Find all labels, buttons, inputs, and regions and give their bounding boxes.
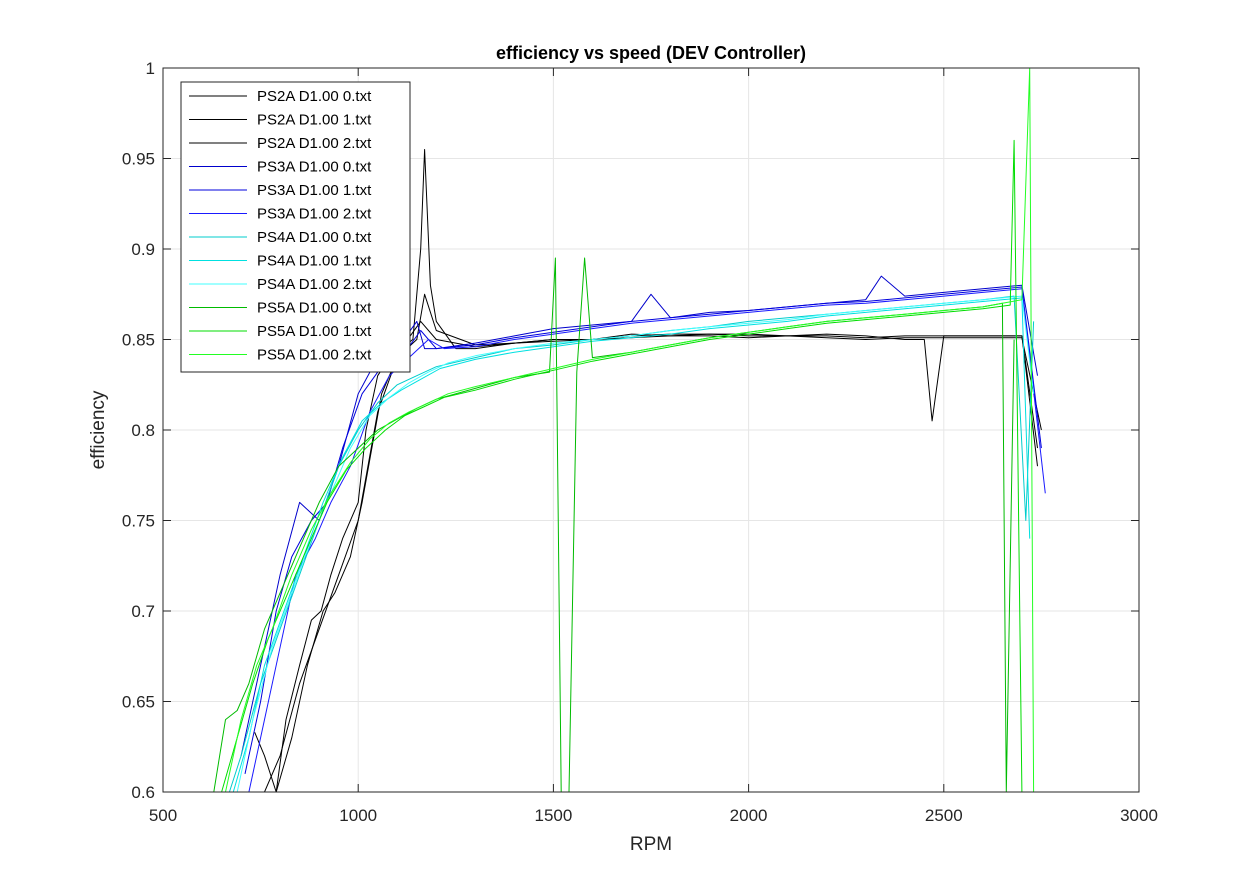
legend-entry: PS3A D1.00 2.txt (257, 206, 372, 223)
series-line-5 (244, 286, 1042, 775)
legend-entry: PS2A D1.00 1.txt (257, 112, 372, 129)
y-tick-label: 0.8 (131, 421, 155, 440)
legend-entry: PS2A D1.00 0.txt (257, 88, 372, 105)
legend-entry: PS5A D1.00 2.txt (257, 347, 372, 364)
y-tick-label: 0.85 (122, 331, 155, 350)
series-line-3 (275, 320, 1042, 792)
y-tick-label: 0.7 (131, 602, 155, 621)
x-axis-ticks: 500 1000 1500 2000 2500 3000 (149, 68, 1158, 825)
y-axis-ticks: 0.6 0.65 0.7 0.75 0.8 0.85 0.9 0.95 1 (122, 59, 1139, 802)
x-tick-label: 2000 (730, 806, 768, 825)
legend-entry: PS4A D1.00 0.txt (257, 229, 372, 246)
y-tick-label: 0.65 (122, 693, 155, 712)
legend-entry: PS4A D1.00 1.txt (257, 253, 372, 270)
x-tick-label: 2500 (925, 806, 963, 825)
y-tick-label: 0.6 (131, 783, 155, 802)
x-tick-label: 3000 (1120, 806, 1158, 825)
series-line-1 (254, 149, 1038, 792)
y-axis-label: efficiency (88, 390, 109, 469)
y-tick-label: 0.95 (122, 150, 155, 169)
chart-title: efficiency vs speed (DEV Controller) (496, 43, 806, 63)
x-axis-label: RPM (630, 834, 672, 855)
x-tick-label: 1000 (339, 806, 377, 825)
y-tick-label: 0.9 (131, 240, 155, 259)
series-layer (213, 68, 1046, 792)
legend-entry: PS4A D1.00 2.txt (257, 276, 372, 293)
y-tick-label: 0.75 (122, 512, 155, 531)
legend-entry: PS3A D1.00 1.txt (257, 182, 372, 199)
x-tick-label: 500 (149, 806, 177, 825)
legend: PS2A D1.00 0.txt PS2A D1.00 1.txt PS2A D1.… (180, 81, 411, 373)
series-line-12 (225, 68, 1035, 792)
series-line-6 (248, 288, 1046, 792)
legend-box (180, 81, 411, 373)
legend-entry: PS5A D1.00 1.txt (257, 323, 372, 340)
legend-entry: PS5A D1.00 0.txt (257, 300, 372, 317)
legend-entry: PS2A D1.00 2.txt (257, 135, 372, 152)
series-line-11 (221, 139, 1023, 792)
x-tick-label: 1500 (534, 806, 572, 825)
legend-entry: PS3A D1.00 0.txt (257, 159, 372, 176)
series-line-2 (264, 293, 1038, 792)
y-tick-label: 1 (146, 59, 155, 78)
series-line-8 (232, 297, 1031, 792)
